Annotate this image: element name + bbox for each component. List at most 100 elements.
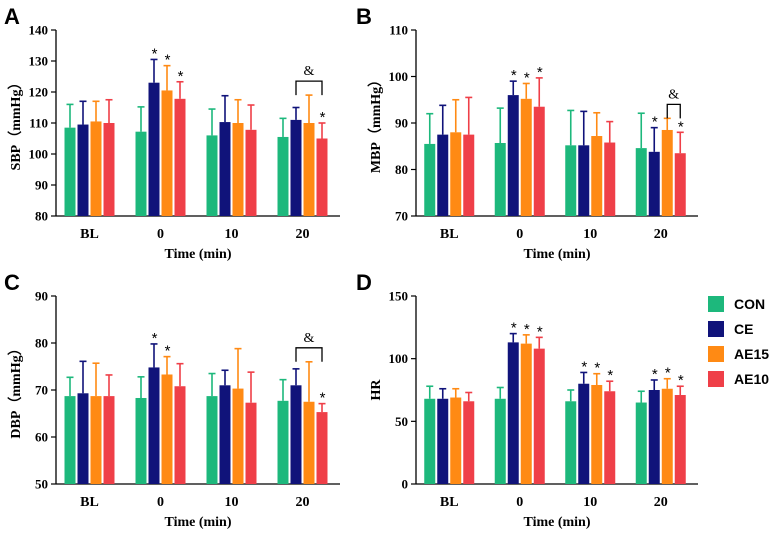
bar-con bbox=[424, 143, 436, 216]
bracket-label: & bbox=[668, 87, 679, 102]
bar-ae15 bbox=[591, 384, 603, 484]
bar-ce bbox=[507, 95, 519, 216]
panel-label: B bbox=[356, 4, 372, 29]
bar-con bbox=[64, 396, 76, 484]
panel-label: A bbox=[4, 4, 20, 29]
panel-c: C 50 60 70 80 90 DBP（mmHg） Time (min) BL 0 10 20 * * *… bbox=[4, 270, 340, 530]
y-tick-label: 50 bbox=[35, 477, 48, 492]
bar-ae10 bbox=[533, 348, 545, 484]
significance-star: * bbox=[537, 323, 543, 340]
bar-ae10 bbox=[604, 391, 616, 484]
bar-ae15 bbox=[520, 98, 532, 216]
bar-ae15 bbox=[591, 136, 603, 216]
y-tick-label: 70 bbox=[35, 383, 48, 398]
bar-ae10 bbox=[463, 401, 475, 484]
bracket-label: & bbox=[304, 331, 315, 346]
x-tick-label: 10 bbox=[225, 227, 239, 242]
legend-swatch bbox=[708, 321, 724, 337]
bar-ae10 bbox=[674, 395, 686, 484]
x-axis-title: Time (min) bbox=[523, 515, 590, 530]
significance-star: * bbox=[511, 67, 517, 84]
bar-con bbox=[277, 400, 289, 484]
y-tick-label: 80 bbox=[35, 336, 48, 351]
bar-con bbox=[206, 396, 218, 484]
y-tick-label: 90 bbox=[395, 116, 408, 131]
legend-item-ce: CE bbox=[708, 321, 753, 337]
bar-ae10 bbox=[245, 402, 257, 484]
legend-item-ae10: AE10 bbox=[708, 371, 769, 387]
significance-star: * bbox=[594, 360, 600, 377]
legend-label: AE10 bbox=[734, 371, 769, 387]
y-tick-label: 80 bbox=[35, 209, 48, 224]
panel-label: C bbox=[4, 270, 20, 295]
bar-ce bbox=[578, 145, 590, 216]
bar-ce bbox=[77, 124, 89, 216]
y-tick-label: 110 bbox=[29, 116, 48, 131]
y-tick-label: 100 bbox=[389, 351, 409, 366]
bar-ce bbox=[507, 342, 519, 484]
significance-star: * bbox=[320, 390, 326, 407]
legend-swatch bbox=[708, 371, 724, 387]
comparison-bracket bbox=[295, 80, 323, 96]
bar-con bbox=[635, 402, 647, 484]
y-tick-label: 70 bbox=[395, 209, 408, 224]
y-tick-label: 110 bbox=[389, 23, 408, 38]
bar-ae10 bbox=[103, 396, 115, 484]
significance-star: * bbox=[678, 118, 684, 135]
x-tick-label: 20 bbox=[296, 227, 310, 242]
x-tick-label: 0 bbox=[157, 227, 164, 242]
x-tick-label: 0 bbox=[516, 495, 523, 510]
bar-con bbox=[277, 136, 289, 216]
bar-ce bbox=[290, 119, 302, 216]
bar-ce bbox=[148, 367, 160, 484]
significance-star: * bbox=[581, 358, 587, 375]
bar-ae10 bbox=[174, 98, 186, 216]
bar-ce bbox=[648, 151, 660, 216]
x-tick-label: 10 bbox=[583, 495, 597, 510]
significance-star: * bbox=[524, 69, 530, 86]
bar-con bbox=[135, 131, 147, 216]
bar-ce bbox=[648, 390, 660, 484]
legend-label: CE bbox=[734, 321, 753, 337]
bracket-label: & bbox=[304, 64, 315, 79]
y-tick-label: 50 bbox=[395, 414, 408, 429]
bar-ce bbox=[219, 122, 231, 216]
y-tick-label: 90 bbox=[35, 289, 48, 304]
panel-d: D 0 50 100 150 HR Time (min) BL 0 10 20 * * * * * * * * * bbox=[356, 270, 698, 530]
bar-con bbox=[64, 127, 76, 216]
bar-con bbox=[635, 148, 647, 216]
bar-ce bbox=[437, 398, 449, 484]
panel-label: D bbox=[356, 270, 372, 295]
bar-con bbox=[206, 135, 218, 216]
y-axis-title: SBP（mmHg） bbox=[8, 76, 24, 171]
comparison-bracket bbox=[666, 103, 681, 119]
bar-ae15 bbox=[661, 129, 673, 216]
x-tick-label: BL bbox=[80, 227, 99, 242]
bar-ae15 bbox=[232, 388, 244, 484]
bar-ae15 bbox=[161, 374, 173, 484]
x-axis-title: Time (min) bbox=[164, 515, 231, 530]
bar-ae10 bbox=[674, 153, 686, 216]
bar-ce bbox=[578, 383, 590, 484]
bar-con bbox=[494, 142, 506, 216]
bar-ae10 bbox=[245, 129, 257, 216]
bar-ae15 bbox=[661, 388, 673, 484]
x-tick-label: 10 bbox=[225, 495, 239, 510]
bar-con bbox=[135, 397, 147, 484]
bar-ae15 bbox=[303, 401, 315, 484]
bar-con bbox=[424, 398, 436, 484]
x-tick-label: 20 bbox=[654, 227, 668, 242]
legend-item-con: CON bbox=[708, 296, 765, 312]
significance-star: * bbox=[524, 321, 530, 338]
bar-ae10 bbox=[463, 134, 475, 216]
x-tick-label: 0 bbox=[157, 495, 164, 510]
y-tick-label: 100 bbox=[29, 147, 49, 162]
x-tick-label: BL bbox=[440, 227, 459, 242]
bar-ae10 bbox=[174, 386, 186, 484]
bar-ae10 bbox=[604, 142, 616, 216]
y-tick-label: 60 bbox=[35, 430, 48, 445]
bar-con bbox=[565, 145, 577, 216]
bar-ae10 bbox=[316, 412, 328, 484]
legend-swatch bbox=[708, 296, 724, 312]
